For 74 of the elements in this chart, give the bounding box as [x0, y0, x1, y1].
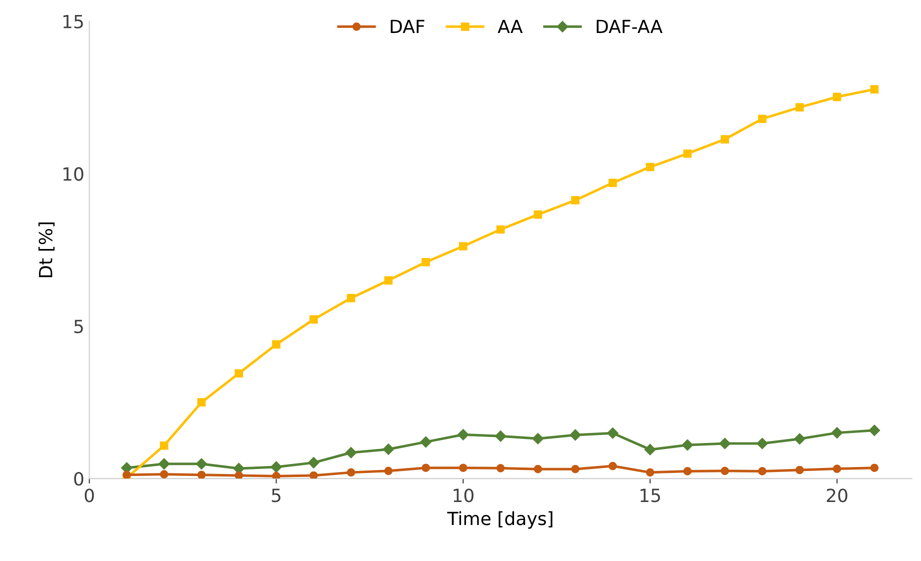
x-tick-label: 0 — [84, 488, 94, 502]
point — [870, 464, 879, 472]
point — [160, 441, 168, 450]
point — [160, 470, 168, 478]
point — [309, 471, 318, 479]
point — [644, 444, 656, 456]
y-axis-title: Dt [%] — [38, 222, 55, 278]
point — [646, 162, 654, 172]
point — [346, 468, 356, 477]
point — [496, 225, 505, 234]
point — [608, 462, 617, 470]
point — [384, 276, 393, 285]
point — [683, 149, 692, 158]
legend-label: DAF — [390, 20, 424, 33]
y-tick-label: 15 — [63, 15, 83, 28]
point — [309, 315, 318, 324]
point — [532, 432, 544, 444]
point — [832, 92, 842, 102]
point — [270, 461, 282, 473]
point — [234, 369, 244, 378]
y-tick-label: 10 — [63, 167, 84, 181]
point — [197, 398, 206, 406]
point — [345, 447, 357, 458]
point — [459, 464, 468, 472]
point — [607, 428, 618, 439]
point — [420, 436, 432, 448]
point — [534, 464, 542, 474]
x-axis-title: Time [days] — [447, 511, 552, 529]
point — [756, 438, 768, 450]
point — [646, 468, 654, 477]
x-tick-label: 10 — [454, 488, 474, 502]
point — [571, 196, 580, 204]
point — [422, 464, 430, 472]
point — [308, 457, 320, 468]
point — [158, 458, 170, 470]
point — [795, 466, 804, 474]
point — [196, 458, 208, 470]
point — [832, 464, 842, 473]
point — [494, 430, 506, 442]
x-tick-label: 15 — [640, 488, 660, 502]
point — [831, 427, 843, 438]
point — [496, 464, 505, 472]
point — [758, 114, 766, 124]
x-tick-label: 20 — [826, 488, 848, 502]
point — [720, 466, 730, 476]
point — [382, 444, 394, 455]
point — [272, 340, 280, 349]
point — [272, 472, 280, 479]
point — [570, 429, 581, 441]
legend-label: AA — [498, 20, 523, 33]
point — [758, 467, 766, 476]
point — [608, 178, 617, 188]
point — [534, 210, 542, 219]
point — [794, 433, 806, 445]
legend-label: DAF-AA — [596, 20, 662, 33]
point — [384, 466, 393, 476]
point — [682, 439, 694, 451]
point — [720, 135, 730, 144]
point — [571, 464, 580, 474]
point — [459, 242, 468, 250]
point — [422, 258, 430, 266]
point — [719, 438, 730, 450]
y-tick-label: 0 — [74, 472, 84, 486]
point — [458, 429, 469, 440]
point — [234, 471, 244, 479]
point — [868, 424, 880, 436]
point — [197, 470, 206, 479]
point — [346, 294, 356, 302]
point — [795, 103, 804, 112]
point — [122, 470, 131, 479]
y-tick-label: 5 — [74, 320, 83, 334]
x-tick-label: 5 — [272, 488, 280, 502]
point — [870, 85, 879, 94]
point — [683, 467, 692, 476]
